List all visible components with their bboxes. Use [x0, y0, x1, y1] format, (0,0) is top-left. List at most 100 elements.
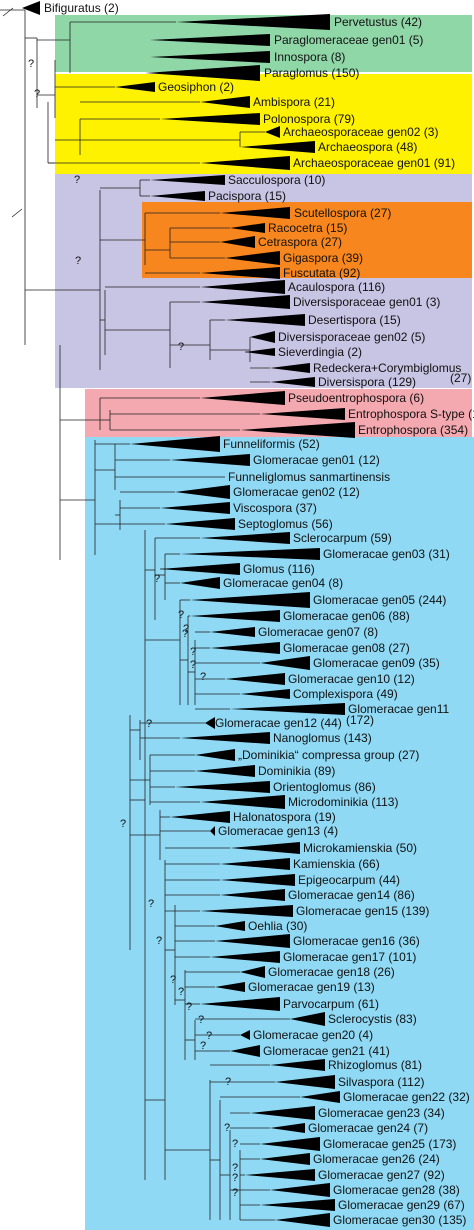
clade-wedge	[210, 951, 280, 963]
support-mark: ?	[232, 1172, 238, 1184]
clade-wedge	[250, 1106, 315, 1120]
clade-wedge	[175, 781, 270, 793]
clade-wedge	[150, 34, 270, 46]
taxon-label: Glomeracae gen12 (44)	[215, 716, 342, 730]
taxon-label: Sclerocystis (83)	[328, 1012, 417, 1026]
support-mark: ?	[148, 898, 154, 910]
taxon-label: Kamienskia (66)	[293, 857, 380, 871]
taxon-label: Glomeracae gen20 (4)	[253, 1028, 373, 1042]
clade-wedge	[180, 548, 320, 560]
taxon-label: Scutellospora (27)	[294, 206, 391, 220]
clade-wedge	[215, 934, 290, 948]
taxon-label: Gigaspora (39)	[283, 251, 363, 265]
clade-box-orange	[142, 202, 472, 278]
taxon-label: Pseudoentrophospora (6)	[288, 391, 424, 405]
clade-wedge	[210, 627, 255, 637]
clade-wedge	[260, 1137, 320, 1151]
taxon-label: „Dominikia“ compressa group (27)	[238, 748, 419, 762]
taxon-label: Complexispora (49)	[293, 687, 398, 701]
taxon-label: Pervetustus (42)	[334, 15, 422, 29]
taxon-label: Microkamienskia (50)	[303, 841, 417, 855]
taxon-label: Acaulospora (116)	[288, 280, 385, 294]
clade-wedge	[265, 126, 280, 138]
taxon-label: Oehlia (30)	[248, 919, 307, 933]
clade-wedge	[230, 703, 345, 715]
clade-wedge	[200, 96, 250, 108]
clade-wedge	[150, 51, 270, 63]
support-mark: ?	[178, 341, 184, 353]
clade-wedge	[145, 65, 260, 81]
support-mark: ?	[198, 1014, 204, 1026]
clade-box-yellow	[55, 74, 472, 174]
clade-wedge	[200, 795, 285, 809]
support-mark: ?	[200, 1040, 206, 1052]
clade-wedge	[245, 1169, 315, 1181]
support-mark: ?	[146, 718, 152, 730]
taxon-label: Archaeosporaceae gen01 (91)	[293, 156, 455, 170]
taxon-label: Glomeracae gen04 (8)	[223, 576, 343, 590]
clade-wedge	[190, 610, 280, 622]
taxon-label: Glomeracae gen13 (4)	[218, 824, 338, 838]
clade-wedge	[270, 1183, 330, 1197]
taxon-label: Sieverdingia (2)	[278, 345, 362, 359]
taxon-label: Archaeosporaceae gen02 (3)	[283, 125, 438, 139]
taxon-label: Innospora (8)	[274, 50, 345, 64]
taxon-label: Fuscutata (92)	[283, 266, 360, 280]
taxon-label: Dominikia (89)	[258, 764, 335, 778]
support-mark: ?	[190, 646, 196, 658]
taxon-label: Viscospora (37)	[233, 501, 317, 515]
taxon-label: Glomeracae gen11	[348, 702, 450, 716]
clade-wedge	[190, 592, 310, 608]
taxon-label: Glomeracae gen30 (135)	[333, 1213, 466, 1227]
taxon-label: Glomeracae gen07 (8)	[258, 625, 378, 639]
clade-wedge	[150, 191, 205, 201]
clade-wedge	[270, 363, 310, 373]
clade-wedge	[170, 454, 250, 466]
taxon-label: Glomeracae gen25 (173)	[323, 1137, 456, 1151]
taxon-label: Glomeracae gen10 (12)	[288, 672, 415, 686]
clade-wedge	[210, 642, 280, 654]
clade-wedge	[200, 295, 290, 309]
taxon-label: (172)	[346, 713, 374, 727]
clade-wedge	[220, 889, 285, 901]
support-mark: ?	[178, 609, 184, 621]
taxon-label: Paraglomus (150)	[264, 66, 359, 80]
clade-wedge	[210, 826, 215, 836]
clade-wedge	[180, 732, 270, 744]
taxon-label: Glomeracae gen09 (35)	[313, 656, 440, 670]
clade-wedge	[225, 673, 285, 685]
clade-wedge	[240, 689, 290, 699]
support-mark: ?	[206, 1030, 212, 1042]
taxon-label: Desertispora (15)	[308, 313, 401, 327]
clade-wedge	[150, 175, 225, 185]
clade-wedge	[215, 982, 245, 992]
taxon-label: Nanoglomus (143)	[273, 731, 372, 745]
taxon-label: Glomeracae gen16 (36)	[293, 934, 420, 948]
clade-wedge	[270, 1123, 305, 1133]
clade-wedge	[240, 1030, 250, 1040]
taxon-label: (27)	[450, 371, 471, 385]
taxon-label: Redeckera+Corymbiglomus	[313, 361, 461, 375]
taxon-label: Glomeracae gen06 (88)	[283, 609, 410, 623]
taxon-label: Silvaspora (112)	[338, 1075, 424, 1089]
taxon-label: Polonospora (79)	[263, 112, 355, 126]
clade-wedge	[240, 141, 315, 153]
clade-wedge	[200, 391, 285, 405]
clade-wedge	[260, 656, 310, 670]
support-mark: ?	[232, 1187, 238, 1199]
clade-wedge	[275, 1075, 335, 1089]
taxon-label: Epigeocarpum (44)	[298, 873, 400, 887]
taxon-label: Glomeracae gen23 (34)	[318, 1106, 445, 1120]
taxon-label: Halonatospora (19)	[233, 810, 336, 824]
clade-wedge	[225, 251, 280, 265]
support-mark: ?	[186, 1001, 192, 1013]
clade-wedge	[220, 874, 295, 886]
clade-wedge	[240, 966, 265, 978]
clade-wedge	[230, 1045, 260, 1057]
taxon-label: Funneliformis (52)	[223, 437, 320, 451]
taxon-label: Parvocarpum (61)	[283, 997, 379, 1011]
taxon-label: Glomeracae gen19 (13)	[248, 980, 375, 994]
clade-wedge	[200, 156, 290, 170]
taxon-label: Septoglomus (56)	[238, 517, 333, 531]
